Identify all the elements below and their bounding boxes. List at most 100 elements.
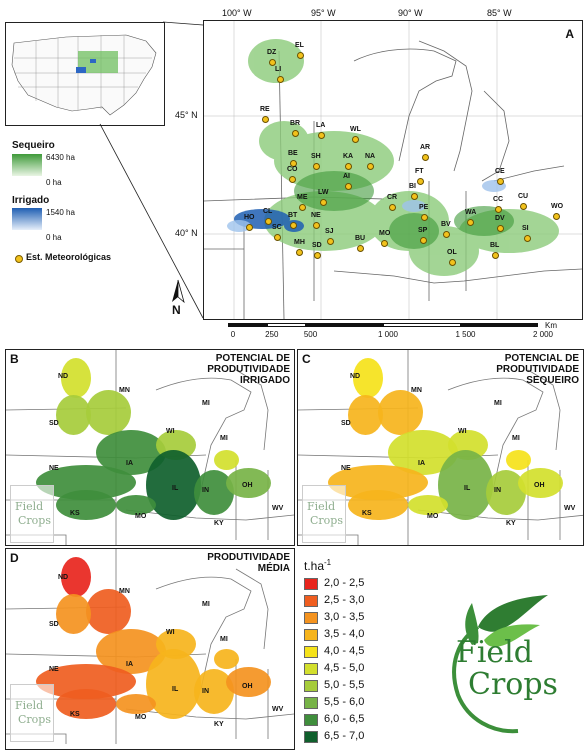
panel-title: POTENCIAL DE PRODUTIVIDADE IRRIGADO <box>207 353 290 386</box>
station-label: WL <box>350 126 361 133</box>
legend-class-label: 2,5 - 3,0 <box>324 594 365 606</box>
state-label: MI <box>494 400 502 407</box>
yield-region-sd <box>56 594 91 634</box>
state-border <box>447 377 544 491</box>
station-marker <box>520 203 527 210</box>
panel-letter: D <box>10 551 19 565</box>
watermark-text: Crops <box>18 514 51 527</box>
scale-segment <box>228 323 267 327</box>
station-label: NA <box>365 153 376 160</box>
station-label: CE <box>495 168 505 175</box>
state-label: WV <box>272 505 284 512</box>
lon-label: 90° W <box>398 8 423 18</box>
state-label: MI <box>202 400 210 407</box>
state-label: KS <box>70 510 80 517</box>
station-marker <box>265 218 272 225</box>
state-label: NE <box>341 465 351 472</box>
lat-label: 40° N <box>175 228 198 238</box>
yield-unit-exp: -1 <box>324 558 332 567</box>
yield-region-mi <box>214 450 239 470</box>
station-marker <box>314 252 321 259</box>
legend-swatch <box>304 680 318 692</box>
station-marker <box>352 136 359 143</box>
legend-swatch <box>304 663 318 675</box>
station-marker <box>443 231 450 238</box>
station-label: SJ <box>325 228 334 235</box>
usa-outline <box>11 34 157 116</box>
sequeiro-gradient <box>12 154 42 176</box>
scale-label: 250 <box>265 330 279 339</box>
station-marker <box>417 178 424 185</box>
yield-region-ne <box>36 664 136 699</box>
watermark-logo: Field Crops <box>302 485 346 543</box>
state-label: OH <box>242 683 253 690</box>
state-label: IA <box>418 460 425 467</box>
panel-c-map: Field Crops ND MN MI SD WI MI IA NE IL IN OH KS MO KY WV… <box>297 349 584 546</box>
lon-label: 85° W <box>487 8 512 18</box>
state-label: ND <box>350 373 361 380</box>
yield-region-in <box>486 470 526 515</box>
yield-region-mi <box>506 450 531 470</box>
irrigado-max: 1540 ha <box>46 208 75 217</box>
panel-basemap <box>6 350 294 545</box>
station-marker <box>290 160 297 167</box>
station-label: CR <box>387 194 398 201</box>
state-label: IN <box>202 688 209 695</box>
yield-region-oh <box>518 468 563 498</box>
station-label: CU <box>518 193 529 200</box>
station-marker <box>420 237 427 244</box>
panel-title: PRODUTIVIDADE MÉDIA <box>207 552 290 574</box>
state-label: MO <box>135 513 147 520</box>
station-label: BL <box>490 242 500 249</box>
state-label: KY <box>214 721 224 728</box>
panel-title: POTENCIAL DE PRODUTIVIDADE SEQUEIRO <box>496 353 579 386</box>
station-label: DZ <box>267 49 277 56</box>
station-marker <box>327 238 334 245</box>
state-label: WI <box>166 629 175 636</box>
yield-region-mo <box>116 495 156 515</box>
scale-bar: 0 250 500 1 000 1 500 2 000 Km <box>228 321 557 347</box>
station-label: AI <box>343 173 350 180</box>
legend-class-label: 5,0 - 5,5 <box>324 679 365 691</box>
scale-segment <box>460 323 538 327</box>
station-marker <box>320 199 327 206</box>
state-label: SD <box>341 420 351 427</box>
station-label: KA <box>343 153 354 160</box>
station-marker <box>289 176 296 183</box>
scale-label: 2 000 <box>532 330 554 339</box>
station-marker <box>381 240 388 247</box>
scale-segment <box>383 323 461 327</box>
station-label: SI <box>522 225 529 232</box>
station-label: MH <box>294 239 305 246</box>
panel-d-map: Field Crops ND MN MI SD WI MI IA NE IL IN OH KS MO KY WV… <box>5 548 295 750</box>
panel-basemap <box>6 549 294 744</box>
station-marker <box>367 163 374 170</box>
scale-segment <box>305 323 383 327</box>
legend-swatch <box>304 612 318 624</box>
panel-letter: C <box>302 352 311 366</box>
station-marker <box>345 183 352 190</box>
state-label: MI <box>220 435 228 442</box>
station-marker <box>299 204 306 211</box>
station-marker-icon <box>15 255 23 263</box>
scale-unit: Km <box>545 321 557 330</box>
station-label: NE <box>311 212 321 219</box>
station-label: OL <box>447 249 457 256</box>
station-marker <box>345 163 352 170</box>
irrigado-min: 0 ha <box>46 233 62 242</box>
irrigado-gradient <box>12 208 42 230</box>
legend-swatch <box>304 595 318 607</box>
state-label: IL <box>464 485 471 492</box>
scale-segment <box>266 323 306 327</box>
station-label: CC <box>493 196 504 203</box>
station-label: FT <box>415 168 424 175</box>
legend-class-label: 2,0 - 2,5 <box>324 577 365 589</box>
yield-region-mn <box>378 390 423 435</box>
yield-region-mo <box>408 495 448 515</box>
station-marker <box>262 116 269 123</box>
state-label: WI <box>458 428 467 435</box>
logo-leaf-icon <box>452 595 548 734</box>
yield-region-sd <box>56 395 91 435</box>
legend-class-label: 3,5 - 4,0 <box>324 628 365 640</box>
station-label: EL <box>295 42 304 49</box>
